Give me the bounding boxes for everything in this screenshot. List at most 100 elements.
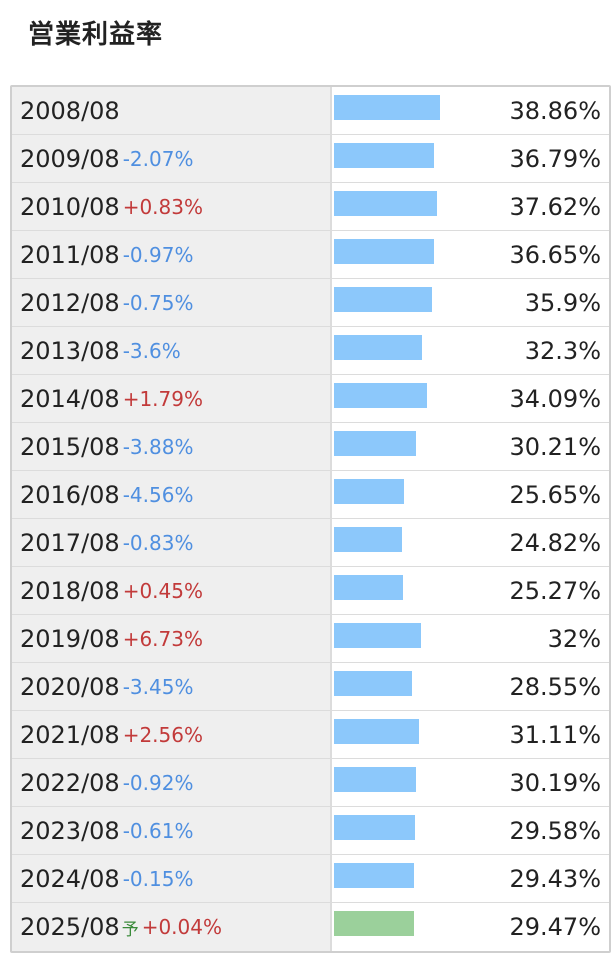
table-row: 2010/08 +0.83% 37.62% xyxy=(12,183,609,231)
row-label-cell: 2014/08 +1.79% xyxy=(12,375,332,422)
table-row: 2016/08 -4.56% 25.65% xyxy=(12,471,609,519)
table-row: 2013/08 -3.6% 32.3% xyxy=(12,327,609,375)
value-label: 34.09% xyxy=(509,385,601,413)
value-bar xyxy=(334,623,421,648)
value-bar xyxy=(334,383,427,408)
forecast-bar xyxy=(334,911,414,936)
value-bar xyxy=(334,575,403,600)
value-label: 31.11% xyxy=(509,721,601,749)
value-bar xyxy=(334,479,404,504)
year-label: 2021/08 xyxy=(20,720,120,749)
bar-cell: 25.27% xyxy=(332,567,609,614)
value-label: 36.65% xyxy=(509,241,601,269)
change-label: +0.04% xyxy=(141,915,222,939)
row-label-cell: 2017/08 -0.83% xyxy=(12,519,332,566)
table-row: 2020/08 -3.45% 28.55% xyxy=(12,663,609,711)
value-bar xyxy=(334,527,402,552)
operating-margin-table: 2008/08 38.86% 2009/08 -2.07% 36.79% 2010/08 +… xyxy=(10,85,611,953)
row-label-cell: 2010/08 +0.83% xyxy=(12,183,332,230)
change-label: -3.88% xyxy=(122,434,194,459)
bar-cell: 34.09% xyxy=(332,375,609,422)
table-row: 2017/08 -0.83% 24.82% xyxy=(12,519,609,567)
bar-cell: 29.58% xyxy=(332,807,609,854)
table-row: 2024/08 -0.15% 29.43% xyxy=(12,855,609,903)
row-label-cell: 2025/08 予 +0.04% xyxy=(12,903,332,951)
bar-cell: 24.82% xyxy=(332,519,609,566)
value-bar xyxy=(334,767,416,792)
year-label: 2008/08 xyxy=(20,96,120,125)
table-row: 2018/08 +0.45% 25.27% xyxy=(12,567,609,615)
year-label: 2013/08 xyxy=(20,336,120,365)
value-label: 38.86% xyxy=(509,97,601,125)
change-label: -0.75% xyxy=(122,290,194,315)
change-label: -4.56% xyxy=(122,482,194,507)
year-label: 2016/08 xyxy=(20,480,120,509)
value-label: 29.58% xyxy=(509,817,601,845)
forecast-marker: 予 xyxy=(121,919,139,940)
change-label: +0.83% xyxy=(122,194,203,219)
table-row: 2019/08 +6.73% 32% xyxy=(12,615,609,663)
table-row: 2011/08 -0.97% 36.65% xyxy=(12,231,609,279)
bar-cell: 36.65% xyxy=(332,231,609,278)
year-label: 2022/08 xyxy=(20,768,120,797)
value-label: 29.43% xyxy=(509,865,601,893)
value-label: 25.65% xyxy=(509,481,601,509)
row-label-cell: 2015/08 -3.88% xyxy=(12,423,332,470)
change-label: -0.83% xyxy=(122,530,194,555)
value-bar xyxy=(334,863,414,888)
year-label: 2023/08 xyxy=(20,816,120,845)
bar-cell: 28.55% xyxy=(332,663,609,710)
year-label: 2017/08 xyxy=(20,528,120,557)
year-label: 2012/08 xyxy=(20,288,120,317)
year-label: 2011/08 xyxy=(20,240,120,269)
change-label: -0.61% xyxy=(122,818,194,843)
change-label: +2.56% xyxy=(122,722,203,747)
row-label-cell: 2016/08 -4.56% xyxy=(12,471,332,518)
row-label-cell: 2018/08 +0.45% xyxy=(12,567,332,614)
bar-cell: 36.79% xyxy=(332,135,609,182)
bar-cell: 32% xyxy=(332,615,609,662)
year-label: 2024/08 xyxy=(20,864,120,893)
year-label: 2025/08 xyxy=(20,913,120,941)
value-bar xyxy=(334,191,437,216)
bar-cell: 25.65% xyxy=(332,471,609,518)
table-row: 2021/08 +2.56% 31.11% xyxy=(12,711,609,759)
table-row: 2008/08 38.86% xyxy=(12,87,609,135)
bar-cell: 38.86% xyxy=(332,87,609,134)
change-label: -3.6% xyxy=(122,338,181,363)
bar-cell: 30.19% xyxy=(332,759,609,806)
value-bar xyxy=(334,239,434,264)
bar-cell: 31.11% xyxy=(332,711,609,758)
row-label-cell: 2021/08 +2.56% xyxy=(12,711,332,758)
value-label: 36.79% xyxy=(509,145,601,173)
value-bar xyxy=(334,335,422,360)
year-label: 2018/08 xyxy=(20,576,120,605)
row-label-cell: 2024/08 -0.15% xyxy=(12,855,332,902)
table-row: 2014/08 +1.79% 34.09% xyxy=(12,375,609,423)
row-label-cell: 2008/08 xyxy=(12,87,332,134)
year-label: 2010/08 xyxy=(20,192,120,221)
bar-cell: 29.47% xyxy=(332,903,609,951)
row-label-cell: 2020/08 -3.45% xyxy=(12,663,332,710)
change-label: +1.79% xyxy=(122,386,203,411)
row-label-cell: 2013/08 -3.6% xyxy=(12,327,332,374)
change-label: +6.73% xyxy=(122,626,203,651)
year-label: 2020/08 xyxy=(20,672,120,701)
value-bar xyxy=(334,431,416,456)
year-label: 2014/08 xyxy=(20,384,120,413)
value-label: 29.47% xyxy=(509,913,601,941)
bar-cell: 32.3% xyxy=(332,327,609,374)
change-label: -0.15% xyxy=(122,866,194,891)
row-label-cell: 2011/08 -0.97% xyxy=(12,231,332,278)
value-label: 35.9% xyxy=(524,289,601,317)
bar-cell: 35.9% xyxy=(332,279,609,326)
row-label-cell: 2022/08 -0.92% xyxy=(12,759,332,806)
change-label: -0.92% xyxy=(122,770,194,795)
value-bar xyxy=(334,671,412,696)
row-label-cell: 2012/08 -0.75% xyxy=(12,279,332,326)
table-row: 2022/08 -0.92% 30.19% xyxy=(12,759,609,807)
value-bar xyxy=(334,719,419,744)
value-label: 24.82% xyxy=(509,529,601,557)
table-row: 2012/08 -0.75% 35.9% xyxy=(12,279,609,327)
chart-title: 営業利益率 xyxy=(28,20,164,50)
